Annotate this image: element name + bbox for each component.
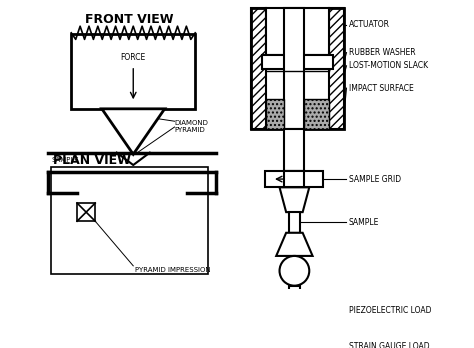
Text: RUBBER WASHER: RUBBER WASHER	[349, 48, 416, 57]
Bar	[51, 167, 208, 274]
Bar	[251, 8, 266, 129]
Bar	[289, 286, 300, 295]
Circle shape	[280, 256, 309, 286]
Bar	[251, 8, 344, 129]
Bar	[266, 8, 329, 55]
Text: SAMPLE: SAMPLE	[349, 218, 379, 227]
Bar	[284, 129, 304, 171]
Bar	[329, 8, 344, 129]
Text: PYRAMID IMPRESSION: PYRAMID IMPRESSION	[135, 268, 210, 274]
Bar	[260, 308, 329, 319]
Bar	[329, 8, 344, 129]
Bar	[265, 171, 323, 187]
Text: DIAMOND
PYRAMID: DIAMOND PYRAMID	[174, 120, 209, 133]
Bar	[289, 333, 300, 348]
Text: PIEZOELECTRIC LOAD: PIEZOELECTRIC LOAD	[349, 306, 431, 315]
Text: ACTUATOR: ACTUATOR	[349, 20, 390, 29]
Bar	[304, 99, 329, 129]
Bar	[77, 203, 95, 221]
Text: LOST-MOTION SLACK: LOST-MOTION SLACK	[349, 61, 428, 70]
Bar	[289, 212, 300, 233]
Polygon shape	[280, 187, 309, 212]
Polygon shape	[276, 233, 312, 256]
Bar	[284, 171, 304, 187]
Text: FRONT VIEW: FRONT VIEW	[85, 13, 173, 26]
Text: IMPACT SURFACE: IMPACT SURFACE	[349, 84, 414, 93]
Polygon shape	[102, 109, 164, 154]
Text: SAMPLE: SAMPLE	[52, 157, 79, 163]
Bar	[71, 34, 195, 109]
Bar	[289, 325, 300, 333]
Bar	[262, 55, 333, 69]
Text: FORCE: FORCE	[120, 53, 146, 62]
Bar	[260, 319, 329, 325]
Bar	[304, 99, 329, 129]
Text: STRAIN GAUGE LOAD: STRAIN GAUGE LOAD	[349, 341, 429, 348]
Bar	[289, 301, 300, 308]
Bar	[284, 8, 304, 129]
Bar	[253, 333, 336, 348]
Bar	[266, 99, 284, 129]
Bar	[251, 8, 266, 129]
Bar	[266, 99, 284, 129]
Text: SAMPLE GRID: SAMPLE GRID	[349, 175, 401, 183]
Bar	[260, 295, 329, 301]
Text: PLAN VIEW: PLAN VIEW	[53, 154, 131, 167]
